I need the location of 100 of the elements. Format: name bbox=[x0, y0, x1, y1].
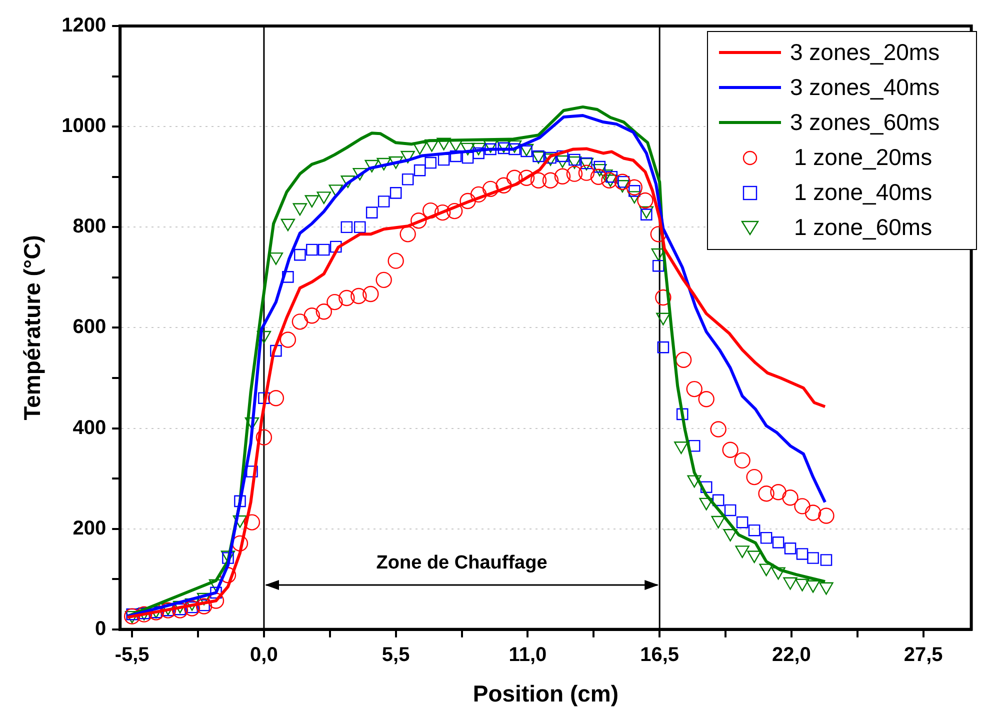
point bbox=[234, 495, 246, 508]
point bbox=[292, 314, 308, 330]
point bbox=[316, 304, 332, 320]
point bbox=[484, 143, 496, 156]
point bbox=[482, 180, 499, 198]
point bbox=[784, 542, 796, 554]
point bbox=[472, 147, 484, 160]
point bbox=[746, 468, 762, 486]
point bbox=[590, 168, 607, 185]
point bbox=[796, 548, 808, 560]
point bbox=[804, 504, 822, 521]
point bbox=[530, 172, 547, 188]
legend-label: 1 zone_40ms bbox=[794, 178, 932, 207]
point bbox=[438, 154, 450, 166]
point bbox=[566, 166, 583, 182]
point bbox=[354, 221, 366, 234]
point bbox=[268, 390, 284, 406]
point bbox=[772, 536, 784, 548]
point bbox=[270, 344, 282, 357]
point bbox=[244, 514, 260, 530]
point bbox=[450, 150, 462, 162]
point bbox=[414, 164, 426, 176]
point bbox=[542, 172, 559, 188]
x-tick-label: -5,5 bbox=[114, 644, 150, 666]
point bbox=[362, 286, 379, 302]
point bbox=[246, 466, 258, 478]
point bbox=[256, 429, 272, 446]
point bbox=[400, 226, 416, 242]
point bbox=[724, 504, 736, 516]
y-tick-label: 600 bbox=[72, 316, 106, 338]
point bbox=[184, 600, 200, 616]
point bbox=[554, 168, 571, 184]
point bbox=[568, 154, 580, 166]
point bbox=[304, 308, 320, 324]
point bbox=[196, 598, 212, 614]
x-tick-label: 11,0 bbox=[508, 644, 547, 666]
point bbox=[366, 206, 378, 218]
point bbox=[760, 532, 772, 544]
point bbox=[294, 248, 306, 261]
point bbox=[258, 392, 270, 404]
y-tick-label: 800 bbox=[72, 216, 106, 238]
legend-label: 1 zone_20ms bbox=[794, 143, 932, 172]
y-tick-label: 0 bbox=[94, 618, 106, 640]
x-tick-label: 0,0 bbox=[250, 644, 278, 666]
point bbox=[306, 244, 318, 256]
point bbox=[506, 170, 523, 186]
y-tick-label: 1000 bbox=[62, 115, 106, 138]
point bbox=[422, 202, 439, 219]
point bbox=[807, 552, 819, 564]
point bbox=[626, 179, 643, 196]
point bbox=[338, 290, 355, 306]
x-tick-label: 5,5 bbox=[382, 644, 410, 666]
point bbox=[676, 408, 688, 420]
point bbox=[700, 481, 712, 493]
x-axis-title: Position (cm) bbox=[472, 680, 619, 707]
y-axis-title: Température (°C) bbox=[19, 235, 46, 420]
point bbox=[637, 192, 654, 209]
point bbox=[390, 187, 402, 199]
point bbox=[388, 252, 404, 269]
point bbox=[748, 524, 760, 536]
point bbox=[722, 442, 738, 458]
point bbox=[794, 498, 810, 514]
point bbox=[210, 586, 222, 599]
point bbox=[758, 486, 774, 502]
point bbox=[282, 271, 294, 283]
legend-label: 3 zones_60ms bbox=[790, 108, 940, 137]
point bbox=[698, 391, 714, 408]
legend-label: 3 zones_20ms bbox=[790, 38, 940, 67]
point bbox=[280, 332, 296, 348]
point bbox=[326, 294, 343, 310]
point bbox=[655, 289, 672, 306]
point bbox=[318, 244, 330, 256]
point bbox=[614, 174, 631, 190]
point bbox=[578, 164, 595, 181]
point bbox=[424, 156, 437, 169]
point bbox=[675, 352, 692, 368]
point bbox=[770, 484, 786, 500]
point bbox=[350, 288, 367, 304]
point bbox=[470, 186, 487, 203]
legend-label: 3 zones_40ms bbox=[790, 73, 940, 102]
point bbox=[710, 421, 726, 438]
point bbox=[330, 240, 342, 253]
point bbox=[508, 143, 520, 156]
legend-label: 1 zone_60ms bbox=[794, 213, 932, 242]
point bbox=[434, 204, 451, 221]
point bbox=[496, 177, 512, 194]
point bbox=[340, 221, 353, 234]
x-tick-label: 16,5 bbox=[640, 644, 680, 666]
point bbox=[686, 380, 702, 398]
point bbox=[410, 212, 427, 229]
y-tick-label: 1200 bbox=[62, 14, 106, 37]
x-tick-label: 22,0 bbox=[772, 644, 811, 666]
point bbox=[172, 602, 188, 618]
point bbox=[402, 173, 414, 186]
point bbox=[657, 341, 670, 354]
point bbox=[652, 260, 664, 272]
point bbox=[518, 170, 535, 186]
point bbox=[208, 592, 224, 609]
point bbox=[460, 192, 476, 210]
x-tick-label: 27,5 bbox=[904, 644, 943, 666]
